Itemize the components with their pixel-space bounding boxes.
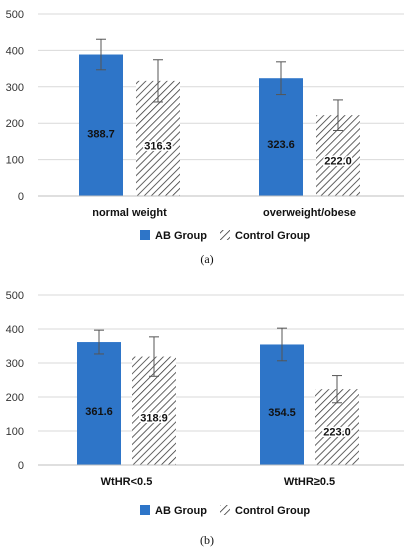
ab-value-label: 323.6	[267, 139, 295, 151]
x-category-label: normal weight	[92, 207, 167, 219]
ab-value-label: 354.5	[268, 407, 296, 419]
control-value-label: 318.9	[140, 412, 168, 424]
legend-label-ab: AB Group	[155, 230, 207, 242]
legend: AB Group Control Group	[140, 230, 310, 242]
legend-swatch-ab	[140, 230, 150, 240]
control-value-label: 222.0	[324, 155, 352, 167]
ab-value-label: 388.7	[87, 129, 115, 141]
legend-label-ab: AB Group	[155, 505, 207, 517]
bar-chart-a: 0 100 200 300 400 500 388.7 316.3 normal weight 3…	[6, 9, 404, 242]
y-tick-label: 500	[6, 290, 24, 302]
y-tick-label: 0	[18, 191, 24, 203]
y-tick-label: 300	[6, 358, 24, 370]
chart-panel-b: 0 100 200 300 400 500 361.6 318.9 WtHR<0.5 354.5 2…	[0, 272, 414, 520]
y-tick-label: 400	[6, 324, 24, 336]
control-value-label: 316.3	[144, 140, 172, 152]
y-tick-label: 200	[6, 392, 24, 404]
y-tick-label: 100	[6, 426, 24, 438]
ab-bar	[77, 342, 121, 465]
y-tick-label: 400	[6, 45, 24, 57]
caption-a: (a)	[200, 252, 214, 266]
caption-b: (b)	[200, 533, 214, 547]
ab-bar	[260, 344, 304, 465]
y-tick-label: 0	[18, 460, 24, 472]
y-tick-label: 100	[6, 155, 24, 167]
x-category-label: overweight/obese	[263, 207, 356, 219]
legend-swatch-ab	[140, 505, 150, 515]
legend-label-control: Control Group	[235, 230, 310, 242]
y-tick-label: 200	[6, 118, 24, 130]
x-category-label: WtHR<0.5	[101, 476, 153, 488]
y-tick-label: 500	[6, 9, 24, 21]
ab-value-label: 361.6	[85, 406, 113, 418]
y-tick-label: 300	[6, 82, 24, 94]
legend-swatch-control	[220, 505, 230, 515]
legend-label-control: Control Group	[235, 505, 310, 517]
ab-bar	[79, 54, 123, 196]
legend-swatch-control	[220, 230, 230, 240]
legend: AB Group Control Group	[140, 505, 310, 517]
chart-panel-a: 0 100 200 300 400 500 388.7 316.3 normal weight 3…	[0, 0, 414, 242]
ab-bar	[259, 78, 303, 196]
x-category-label: WtHR≥0.5	[284, 476, 335, 488]
control-value-label: 223.0	[323, 427, 351, 439]
bar-chart-b: 0 100 200 300 400 500 361.6 318.9 WtHR<0.5 354.5 2…	[6, 290, 404, 517]
